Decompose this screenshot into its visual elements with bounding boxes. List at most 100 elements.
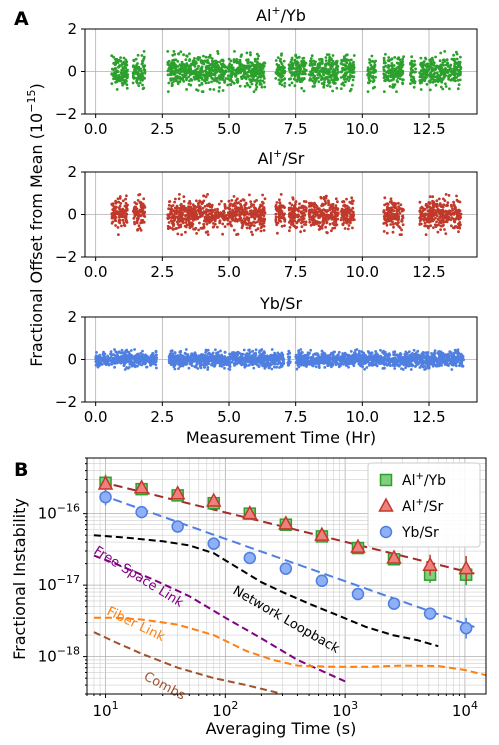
data-point — [457, 208, 461, 212]
data-point — [177, 363, 181, 366]
data-point — [289, 60, 293, 64]
data-point — [413, 81, 417, 85]
data-point — [342, 216, 346, 220]
data-point — [429, 224, 433, 228]
data-point — [178, 63, 182, 67]
data-point — [169, 349, 173, 353]
data-point — [260, 63, 264, 67]
data-point — [280, 83, 284, 87]
data-point — [388, 200, 392, 204]
data-point — [433, 68, 436, 71]
data-point — [202, 211, 206, 215]
data-point — [445, 58, 449, 62]
data-point — [274, 220, 278, 224]
data-point — [251, 233, 254, 237]
data-point — [226, 66, 230, 70]
data-point — [226, 216, 230, 220]
data-point — [198, 364, 202, 368]
data-point — [344, 64, 348, 67]
data-point — [203, 365, 207, 369]
data-point — [292, 77, 296, 81]
data-point — [133, 360, 136, 364]
data-point — [207, 55, 211, 59]
data-point — [439, 69, 443, 73]
data-point — [195, 61, 198, 65]
data-point — [184, 68, 187, 72]
data-point — [421, 70, 425, 73]
data-point — [401, 82, 405, 86]
data-point — [188, 58, 192, 61]
data-point — [441, 58, 445, 62]
data-point — [179, 206, 183, 210]
data-point — [194, 217, 198, 221]
data-point — [218, 78, 222, 81]
data-point — [184, 221, 188, 224]
data-point — [105, 361, 108, 364]
data-point — [244, 77, 248, 81]
data-point — [189, 64, 193, 67]
data-point — [339, 210, 343, 213]
data-point — [139, 221, 143, 225]
data-point — [190, 364, 194, 367]
data-point — [228, 78, 232, 82]
data-point — [428, 206, 432, 210]
data-point — [194, 206, 198, 209]
data-point — [440, 209, 444, 213]
data-point — [444, 232, 448, 236]
data-point — [329, 66, 333, 69]
data-point — [115, 69, 119, 73]
data-point — [181, 364, 185, 368]
data-point — [352, 210, 355, 214]
data-point — [309, 60, 313, 64]
data-point — [99, 363, 103, 366]
data-point — [345, 214, 349, 218]
data-point — [390, 206, 394, 210]
data-point — [124, 216, 128, 219]
data-point — [454, 67, 457, 71]
data-point — [252, 209, 256, 213]
data-point — [332, 206, 336, 210]
y-tick-label: −2 — [55, 105, 77, 123]
data-point — [241, 221, 245, 225]
data-point — [246, 61, 250, 65]
data-point — [451, 211, 455, 215]
data-point — [133, 68, 136, 72]
data-point — [336, 200, 339, 204]
y-tick-label: −2 — [55, 393, 77, 411]
data-point — [255, 85, 259, 89]
data-point — [125, 350, 128, 354]
data-point — [220, 69, 224, 73]
data-point — [456, 74, 460, 77]
data-point — [187, 221, 191, 225]
data-point — [136, 361, 139, 365]
data-point — [428, 211, 432, 215]
data-point — [171, 53, 175, 57]
data-point — [226, 206, 230, 210]
data-point — [428, 216, 432, 220]
data-point — [202, 222, 206, 226]
data-point — [135, 355, 139, 359]
data-point — [171, 204, 175, 207]
data-point — [280, 53, 283, 57]
data-point — [385, 71, 388, 74]
y-tick-label: 0 — [67, 351, 77, 369]
data-point — [142, 50, 146, 53]
data-point — [430, 218, 434, 222]
data-point — [208, 87, 212, 91]
data-point — [325, 53, 329, 56]
data-point — [387, 56, 391, 59]
data-point — [392, 225, 395, 229]
subplot-title-alsr: Al+/Sr — [258, 147, 305, 168]
data-point — [116, 58, 120, 62]
data-point — [280, 364, 284, 368]
data-point — [254, 88, 258, 91]
data-point — [243, 84, 247, 88]
data-point — [180, 66, 184, 70]
subplot-title-ybsr: Yb/Sr — [259, 294, 302, 313]
data-point — [255, 363, 259, 367]
data-point — [246, 75, 250, 79]
data-point — [293, 84, 297, 88]
data-point — [112, 73, 116, 76]
data-point — [341, 67, 344, 70]
data-point — [387, 64, 390, 67]
